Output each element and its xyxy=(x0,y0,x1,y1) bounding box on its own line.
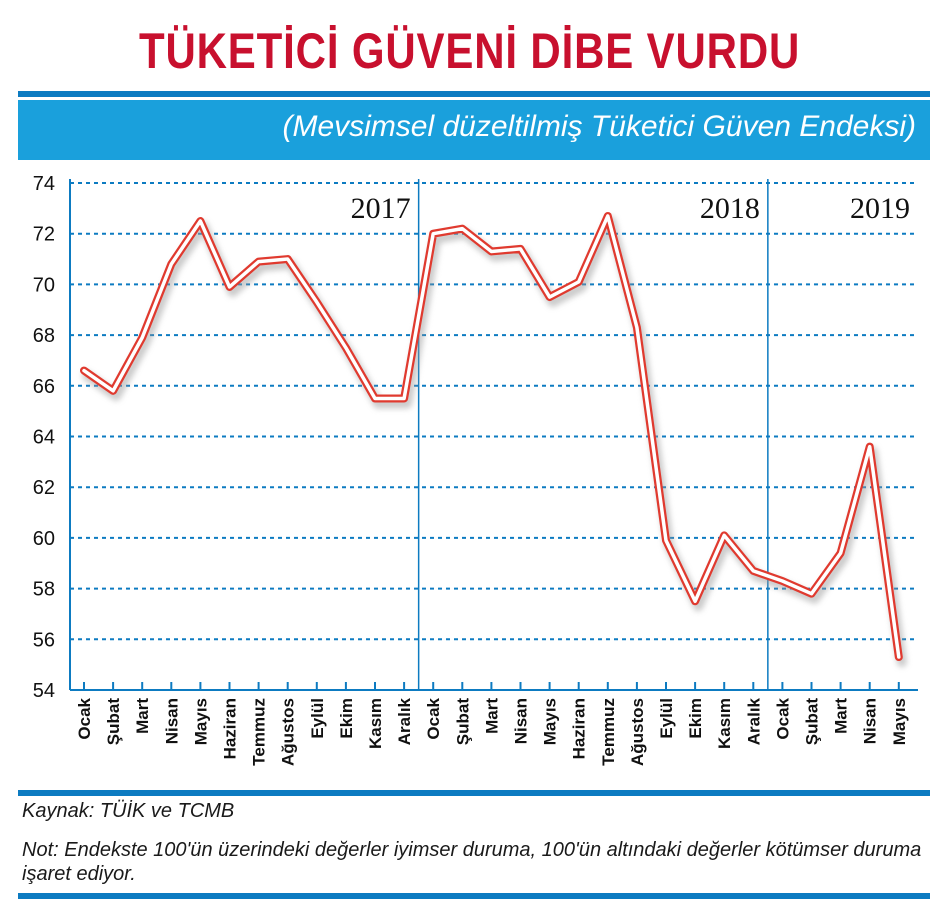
x-tick-label: Nisan xyxy=(162,698,181,744)
year-label: 2019 xyxy=(850,192,910,225)
data-point xyxy=(548,295,551,299)
data-point xyxy=(286,257,289,261)
x-tick-label: Aralık xyxy=(395,697,414,745)
data-point xyxy=(723,534,726,537)
x-tick-label: Mayıs xyxy=(191,698,210,745)
x-tick-label: Ekim xyxy=(337,698,356,739)
data-point xyxy=(82,369,86,372)
y-tick-label: 62 xyxy=(33,477,55,499)
data-point xyxy=(577,280,580,284)
data-point xyxy=(199,219,202,223)
x-tick-label: Eylül xyxy=(308,698,327,739)
source-text: Kaynak: TÜİK ve TCMB xyxy=(22,800,235,822)
x-tick-label: Şubat xyxy=(104,698,123,746)
x-tick-label: Kasım xyxy=(715,698,734,749)
data-point xyxy=(693,600,697,603)
data-point xyxy=(810,592,813,595)
data-point xyxy=(228,285,231,289)
x-tick-label: Ocak xyxy=(424,697,443,739)
data-point xyxy=(315,300,318,304)
line-chart: 2017 2018 2019 74 72 70 68 66 64 62 60 58 56 54 Ocak… xyxy=(33,173,918,766)
data-point xyxy=(664,539,668,542)
x-tick-label: Şubat xyxy=(803,698,822,746)
note-text: Not: Endekste 100'ün üzerindeki değerler… xyxy=(22,839,922,885)
x-tick-label: Mart xyxy=(133,698,152,734)
x-tick-labels: Ocak Şubat Mart Nisan Mayıs Haziran Temmuz Ağus… xyxy=(75,697,909,766)
y-tick-label: 56 xyxy=(33,629,55,651)
x-tick-label: Ekim xyxy=(686,698,705,739)
data-point xyxy=(344,346,348,349)
data-point xyxy=(606,214,609,218)
year-labels: 2017 2018 2019 xyxy=(351,192,910,225)
x-tick-label: Eylül xyxy=(657,698,676,739)
footer-rule xyxy=(18,893,930,899)
x-tick-label: Şubat xyxy=(453,698,472,746)
x-tick-label: Mayıs xyxy=(890,698,909,745)
year-label: 2017 xyxy=(351,192,411,225)
y-tick-label: 70 xyxy=(33,274,55,296)
data-point xyxy=(170,262,173,266)
x-tick-label: Ağustos xyxy=(628,698,647,766)
data-point xyxy=(897,655,900,659)
x-tick-label: Ağustos xyxy=(279,698,298,766)
data-point xyxy=(461,227,464,230)
x-tick-label: Ocak xyxy=(773,697,792,739)
data-point xyxy=(752,569,755,573)
data-point xyxy=(141,336,144,339)
data-point xyxy=(490,250,493,253)
y-tick-label: 66 xyxy=(33,376,55,398)
bottom-rule xyxy=(18,790,930,796)
x-tick-label: Kasım xyxy=(366,698,385,749)
y-tick-label: 68 xyxy=(33,325,55,347)
data-point xyxy=(635,326,639,329)
x-tick-label: Nisan xyxy=(512,698,531,744)
x-tick-label: Mart xyxy=(482,698,501,734)
y-tick-label: 74 xyxy=(33,173,55,195)
x-tick-label: Aralık xyxy=(744,697,763,745)
x-tick-label: Mayıs xyxy=(541,698,560,745)
top-rule xyxy=(18,91,930,97)
x-tick-label: Temmuz xyxy=(599,698,618,766)
x-tick-label: Mart xyxy=(832,698,851,734)
data-point xyxy=(868,445,871,448)
data-point xyxy=(519,247,522,251)
chart-subtitle: (Mevsimsel düzeltilmiş Tüketici Güven En… xyxy=(282,110,916,143)
data-point xyxy=(839,551,842,555)
data-point xyxy=(402,397,406,400)
year-label: 2018 xyxy=(700,192,760,225)
y-tick-label: 72 xyxy=(33,224,55,246)
x-tick-label: Haziran xyxy=(221,698,240,759)
series-shadow xyxy=(82,215,907,668)
subtitle-band: (Mevsimsel düzeltilmiş Tüketici Güven En… xyxy=(18,100,930,160)
x-tick-label: Ocak xyxy=(75,697,94,739)
x-tick-label: Nisan xyxy=(861,698,880,744)
y-tick-label: 58 xyxy=(33,579,55,601)
data-point xyxy=(781,579,784,583)
data-point xyxy=(373,397,377,400)
chart-title: TÜKETİCİ GÜVENİ DİBE VURDU xyxy=(138,23,801,79)
grid xyxy=(70,179,918,690)
y-tick-label: 54 xyxy=(33,680,55,702)
data-point xyxy=(257,260,260,263)
series-line xyxy=(80,211,907,668)
axes xyxy=(69,179,918,691)
x-tick-label: Temmuz xyxy=(250,698,269,766)
data-point xyxy=(111,389,115,393)
y-tick-label: 64 xyxy=(33,427,55,449)
y-tick-label: 60 xyxy=(33,528,55,550)
data-point xyxy=(432,232,435,235)
y-tick-labels: 74 72 70 68 66 64 62 60 58 56 54 xyxy=(33,173,55,702)
x-tick-label: Haziran xyxy=(570,698,589,759)
